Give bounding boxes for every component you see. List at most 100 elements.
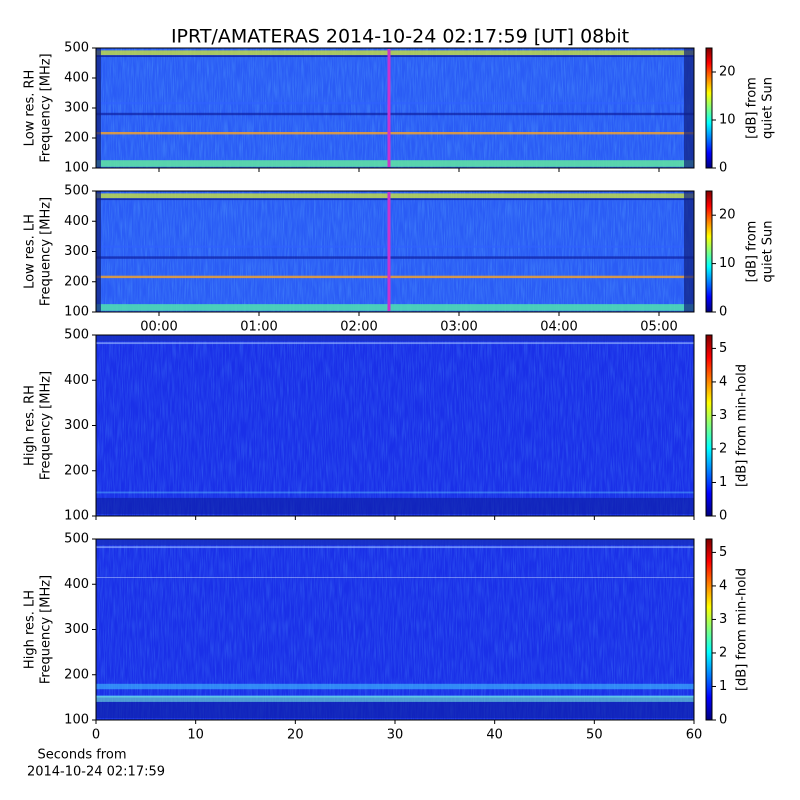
y-tick-label: 100 <box>64 305 89 320</box>
heatmap <box>96 335 694 516</box>
colorbar-tick-label: 1 <box>719 475 727 490</box>
y-axis-label: Frequency [MHz] <box>39 575 54 684</box>
colorbar <box>705 47 713 169</box>
colorbar-label: [dB] from <box>745 77 760 139</box>
y-tick-label: 300 <box>64 244 89 259</box>
heatmap-band <box>96 160 694 167</box>
heatmap-band <box>96 335 694 342</box>
x-tick-label: 01:00 <box>240 320 277 335</box>
heatmap-band <box>96 539 694 546</box>
x-tick-label: 02:00 <box>340 320 377 335</box>
y-tick-label: 100 <box>64 161 89 176</box>
heatmap-band <box>96 701 694 719</box>
x-tick-label: 04:00 <box>540 320 577 335</box>
heatmap-edge <box>96 191 101 312</box>
heatmap-band <box>96 132 694 135</box>
x-tick-label: 20 <box>287 728 304 743</box>
heatmap-band <box>96 491 694 494</box>
y-tick-label: 400 <box>64 214 89 229</box>
colorbar-tick-label: 0 <box>719 161 727 176</box>
colorbar-tick-label: 1 <box>719 679 727 694</box>
colorbar-tick-label: 4 <box>719 578 727 593</box>
colorbar <box>705 190 713 313</box>
colorbar-label: quiet Sun <box>761 77 776 139</box>
heatmap-band <box>96 304 694 311</box>
y-tick-label: 200 <box>64 667 89 682</box>
y-tick-label: 200 <box>64 131 89 146</box>
y-axis-label: Frequency [MHz] <box>39 53 54 162</box>
heatmap-edge <box>684 191 694 312</box>
y-axis-label: High res. RH <box>23 385 38 466</box>
heatmap-noise <box>96 539 694 720</box>
heatmap-band <box>96 50 694 56</box>
y-tick-label: 300 <box>64 418 89 433</box>
y-tick-label: 400 <box>64 71 89 86</box>
y-axis-label: Frequency [MHz] <box>39 197 54 306</box>
y-tick-label: 500 <box>64 328 89 343</box>
x-tick-label: 50 <box>586 728 603 743</box>
heatmap <box>96 48 694 168</box>
colorbar-label: [dB] from min-hold <box>735 364 750 487</box>
y-tick-label: 100 <box>64 713 89 728</box>
heatmap-edge <box>96 48 101 168</box>
y-axis-label: Frequency [MHz] <box>39 371 54 480</box>
heatmap-band <box>96 102 694 105</box>
y-tick-label: 500 <box>64 532 89 547</box>
colorbar-tick-label: 4 <box>719 374 727 389</box>
heatmap-band <box>96 696 694 702</box>
heatmap-band <box>96 245 694 248</box>
colorbar-tick-label: 20 <box>719 65 736 80</box>
colorbar <box>705 334 713 517</box>
heatmap-band <box>96 275 694 279</box>
y-tick-label: 400 <box>64 373 89 388</box>
x-tick-label: 10 <box>187 728 204 743</box>
colorbar-tick-label: 20 <box>719 208 736 223</box>
y-axis-label: Low res. LH <box>23 214 38 289</box>
y-tick-label: 500 <box>64 184 89 199</box>
heatmap-band <box>96 55 694 57</box>
heatmap-band <box>96 193 694 199</box>
heatmap-band <box>96 577 694 578</box>
colorbar-tick-label: 5 <box>719 545 727 560</box>
colorbar-tick-label: 0 <box>719 713 727 728</box>
x-tick-label: 40 <box>486 728 503 743</box>
colorbar-tick-label: 2 <box>719 645 727 660</box>
heatmap-band <box>96 256 694 259</box>
heatmap-noise <box>96 48 694 168</box>
colorbar-label: [dB] from <box>745 221 760 283</box>
x-tick-label: 05:00 <box>640 320 677 335</box>
heatmap <box>96 191 694 312</box>
heatmap-band <box>96 198 694 201</box>
heatmap-band <box>96 112 694 116</box>
y-axis-label: Low res. RH <box>23 70 38 147</box>
y-tick-label: 400 <box>64 577 89 592</box>
heatmap-band <box>96 342 694 345</box>
y-axis-label: High res. LH <box>23 590 38 669</box>
colorbar-tick-label: 10 <box>719 256 736 271</box>
y-tick-label: 100 <box>64 509 89 524</box>
x-tick-label: 03:00 <box>440 320 477 335</box>
colorbar-tick-label: 10 <box>719 113 736 128</box>
x-axis-label: 2014-10-24 02:17:59 <box>27 765 165 780</box>
colorbar-label: [dB] from min-hold <box>735 568 750 691</box>
colorbar-tick-label: 0 <box>719 305 727 320</box>
heatmap-noise <box>96 191 694 312</box>
y-tick-label: 200 <box>64 463 89 478</box>
heatmap-band <box>96 546 694 549</box>
heatmap-edge <box>684 48 694 168</box>
x-tick-label: 00:00 <box>140 320 177 335</box>
y-tick-label: 500 <box>64 41 89 56</box>
colorbar <box>705 538 713 721</box>
x-tick-label: 60 <box>686 728 703 743</box>
colorbar-tick-label: 3 <box>719 612 727 627</box>
x-axis-label: Seconds from <box>37 748 126 763</box>
colorbar-label: quiet Sun <box>761 220 776 282</box>
colorbar-tick-label: 5 <box>719 341 727 356</box>
y-tick-label: 300 <box>64 101 89 116</box>
heatmap-band <box>96 497 694 515</box>
x-tick-label: 30 <box>387 728 404 743</box>
heatmap-noise <box>96 335 694 516</box>
y-tick-label: 300 <box>64 622 89 637</box>
y-tick-label: 200 <box>64 274 89 289</box>
